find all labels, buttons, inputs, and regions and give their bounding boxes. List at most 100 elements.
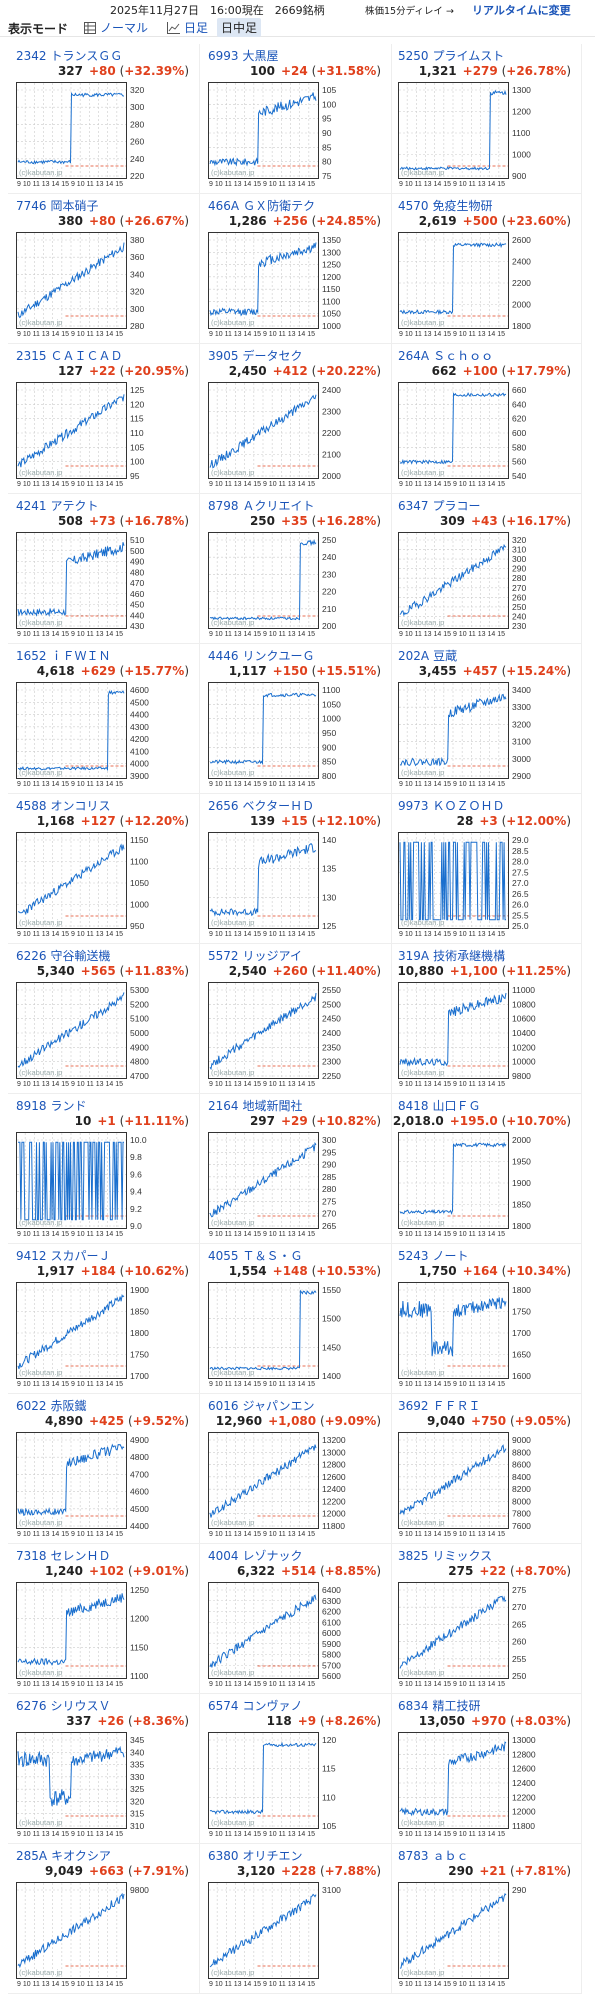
stock-card[interactable]: 9973 ＫＯＺＯＨＤ 28 +3 (+12.00%) 29.0 28.5 28.0 27.5… (390, 794, 582, 944)
intraday-chart[interactable]: 4900 4800 4700 4600 4500 4400 (c)kabutan.jp 9 1… (16, 1432, 168, 1538)
stock-card[interactable]: 202A 豆蔵 3,455 +457 (+15.24%) 3400 3300 3200 310… (390, 644, 582, 794)
stock-code-link[interactable]: 4446 リンクユーＧ (208, 647, 315, 664)
stock-card[interactable]: 6834 精工技研 13,050 +970 (+8.03%) 13000 12800 126… (390, 1694, 582, 1844)
stock-code-link[interactable]: 202A 豆蔵 (398, 647, 457, 664)
intraday-chart[interactable]: 29.028.528.027.527.026.526.025.525.0 (c)k… (398, 832, 550, 938)
intraday-chart[interactable]: 3400 3300 3200 3100 3000 2900 (c)kabutan.jp 9 1… (398, 682, 550, 788)
stock-code-link[interactable]: 4055 Ｔ＆Ｓ・Ｇ (208, 1247, 303, 1264)
intraday-chart[interactable]: 125 120 115 110 105 100 95 (c)kabutan.jp 9 10 11… (16, 382, 168, 488)
intraday-chart[interactable]: 275 270 265 260 255 250 (c)kabutan.jp 9 10 11 1… (398, 1582, 550, 1688)
stock-card[interactable]: 6276 シリウスＶ 337 +26 (+8.36%) 345 340 335 330 325 3… (8, 1694, 200, 1844)
stock-card[interactable]: 4570 免疫生物研 2,619 +500 (+23.60%) 2600 2400 2200… (390, 194, 582, 344)
stock-code-link[interactable]: 2342 トランスＧＧ (16, 47, 122, 64)
stock-code-link[interactable]: 4004 レゾナック (208, 1547, 303, 1564)
stock-card[interactable]: 8798 Ａクリエイト 250 +35 (+16.28%) 250 240 230 220 21… (200, 494, 392, 644)
intraday-chart[interactable]: 300 295 290 285 280 275 270 265 (c)kabutan.jp 9 1… (208, 1132, 360, 1238)
intraday-chart[interactable]: 290 (c)kabutan.jp 9 10 11 13 14 15 9 10 11… (398, 1882, 550, 1988)
stock-card[interactable]: 7746 岡本硝子 380 +80 (+26.67%) 380 360 340 320 300 2… (8, 194, 200, 344)
intraday-chart[interactable]: 3100 (c)kabutan.jp 9 10 11 13 14 15 9 10 1… (208, 1882, 360, 1988)
stock-code-link[interactable]: 5250 プライムスト (398, 47, 504, 64)
mode-intraday-button[interactable]: 日中足 (217, 18, 262, 37)
stock-code-link[interactable]: 466A ＧＸ防衛テク (208, 197, 315, 214)
stock-code-link[interactable]: 8918 ランド (16, 1097, 87, 1114)
stock-card[interactable]: 466A ＧＸ防衛テク 1,286 +256 (+24.85%) 1350 1300 125… (200, 194, 392, 344)
stock-code-link[interactable]: 9412 スカパーＪ (16, 1247, 111, 1264)
stock-code-link[interactable]: 8798 Ａクリエイト (208, 497, 315, 514)
stock-card[interactable]: 4241 アテクト 508 +73 (+16.78%) 510 500 490 480 470 4… (8, 494, 200, 644)
stock-code-link[interactable]: 1652 ｉＦＷＩＮ (16, 647, 111, 664)
stock-card[interactable]: 3905 データセク 2,450 +412 (+20.22%) 2400 2300 2200… (200, 344, 392, 494)
intraday-chart[interactable]: 2600 2400 2200 2000 1800 (c)kabutan.jp 9 10 11… (398, 232, 550, 338)
stock-code-link[interactable]: 2164 地域新聞社 (208, 1097, 303, 1114)
stock-code-link[interactable]: 3692 ＦＦＲＩ (398, 1397, 481, 1414)
intraday-chart[interactable]: 13200 13000 12800 12600 12400 12200 12000 11800… (208, 1432, 360, 1538)
mode-daily-button[interactable]: 日足 (167, 19, 208, 36)
stock-code-link[interactable]: 285A キオクシア (16, 1847, 111, 1864)
stock-code-link[interactable]: 3825 リミックス (398, 1547, 492, 1564)
realtime-link[interactable]: リアルタイムに変更 (472, 4, 571, 17)
stock-card[interactable]: 7318 セレンＨＤ 1,240 +102 (+9.01%) 1250 1200 1150 1… (8, 1544, 200, 1694)
stock-card[interactable]: 3825 リミックス 275 +22 (+8.70%) 275 270 265 260 255 2… (390, 1544, 582, 1694)
stock-code-link[interactable]: 4570 免疫生物研 (398, 197, 493, 214)
stock-card[interactable]: 6016 ジャパンエン 12,960 +1,080 (+9.09%) 13200 1300… (200, 1394, 392, 1544)
intraday-chart[interactable]: 1300 1200 1100 1000 900 (c)kabutan.jp 9 10 11 … (398, 82, 550, 188)
stock-code-link[interactable]: 2315 ＣＡＩＣＡＤ (16, 347, 123, 364)
intraday-chart[interactable]: 1350 1300 1250 1200 1150 1100 1050 1000 (c)kabut… (208, 232, 360, 338)
intraday-chart[interactable]: 120 115 110 105 (c)kabutan.jp 9 10 11 13 14 1… (208, 1732, 360, 1838)
intraday-chart[interactable]: 1800 1750 1700 1650 1600 (c)kabutan.jp 9 10 11… (398, 1282, 550, 1388)
intraday-chart[interactable]: 320 300 280 260 240 220 (c)kabutan.jp 9 10 11 1… (16, 82, 168, 188)
stock-code-link[interactable]: 6226 守谷輸送機 (16, 947, 111, 964)
stock-card[interactable]: 6993 大黒屋 100 +24 (+31.58%) 105 100 95 90 85 80 75(… (200, 44, 392, 194)
stock-card[interactable]: 3692 ＦＦＲＩ 9,040 +750 (+9.05%) 9000 8800 8600 84… (390, 1394, 582, 1544)
intraday-chart[interactable]: 13000 12800 12600 12400 12200 12000 11800 (c)ka… (398, 1732, 550, 1838)
intraday-chart[interactable]: 2400 2300 2200 2100 2000 (c)kabutan.jp 9 10 11… (208, 382, 360, 488)
stock-code-link[interactable]: 7318 セレンＨＤ (16, 1547, 111, 1564)
intraday-chart[interactable]: 660 640 620 600 580 560 540 (c)kabutan.jp 9 10 1… (398, 382, 550, 488)
stock-code-link[interactable]: 7746 岡本硝子 (16, 197, 99, 214)
intraday-chart[interactable]: 4600 4500 4400 4300 4200 4100 4000 3900 (c)kabut… (16, 682, 168, 788)
intraday-chart[interactable]: 11000 10800 10600 10400 10200 10000 9800 (c)kab… (398, 982, 550, 1088)
intraday-chart[interactable]: 1550 1500 1450 1400 (c)kabutan.jp 9 10 11 13 … (208, 1282, 360, 1388)
stock-card[interactable]: 5572 リッジアイ 2,540 +260 (+11.40%) 2550 2500 2450… (200, 944, 392, 1094)
intraday-chart[interactable]: 1900 1850 1800 1750 1700 (c)kabutan.jp 9 10 11… (16, 1282, 168, 1388)
stock-card[interactable]: 4055 Ｔ＆Ｓ・Ｇ 1,554 +148 (+10.53%) 1550 1500 1450… (200, 1244, 392, 1394)
stock-code-link[interactable]: 9973 ＫＯＺＯＨＤ (398, 797, 505, 814)
stock-card[interactable]: 2164 地域新聞社 297 +29 (+10.82%) 300 295 290 285 280… (200, 1094, 392, 1244)
stock-code-link[interactable]: 6834 精工技研 (398, 1697, 481, 1714)
stock-card[interactable]: 4588 オンコリス 1,168 +127 (+12.20%) 1150 1100 1050… (8, 794, 200, 944)
intraday-chart[interactable]: 9000 8800 8600 8400 8200 8000 7800 7600 (c)kabut… (398, 1432, 550, 1538)
intraday-chart[interactable]: 140 135 130 125 (c)kabutan.jp 9 10 11 13 14 1… (208, 832, 360, 938)
stock-code-link[interactable]: 6993 大黒屋 (208, 47, 279, 64)
intraday-chart[interactable]: 250 240 230 220 210 200 (c)kabutan.jp 9 10 11 1… (208, 532, 360, 638)
intraday-chart[interactable]: 380 360 340 320 300 280 (c)kabutan.jp 9 10 11 1… (16, 232, 168, 338)
stock-card[interactable]: 6226 守谷輸送機 5,340 +565 (+11.83%) 5300 5200 5100… (8, 944, 200, 1094)
stock-code-link[interactable]: 8783 ａｂｃ (398, 1847, 469, 1864)
stock-code-link[interactable]: 4588 オンコリス (16, 797, 111, 814)
stock-card[interactable]: 2656 ベクターＨＤ 139 +15 (+12.10%) 140 135 130 125 (c… (200, 794, 392, 944)
stock-card[interactable]: 4004 レゾナック 6,322 +514 (+8.85%) 6400 6300 6200 6… (200, 1544, 392, 1694)
stock-code-link[interactable]: 6347 プラコー (398, 497, 481, 514)
stock-code-link[interactable]: 264A Ｓｃｈｏｏ (398, 347, 493, 364)
stock-card[interactable]: 5243 ノート 1,750 +164 (+10.34%) 1800 1750 1700 16… (390, 1244, 582, 1394)
intraday-chart[interactable]: 2550 2500 2450 2400 2350 2300 2250 (c)kabutan.j… (208, 982, 360, 1088)
mode-normal-button[interactable]: ノーマル (84, 19, 148, 36)
intraday-chart[interactable]: 1100 1050 1000 950 900 850 800 (c)kabutan.jp 9 1… (208, 682, 360, 788)
stock-code-link[interactable]: 319A 技術承継機構 (398, 947, 505, 964)
stock-card[interactable]: 8418 山口ＦＧ 2,018.0 +195.0 (+10.70%) 2000 1950 1… (390, 1094, 582, 1244)
stock-card[interactable]: 8918 ランド 10 +1 (+11.11%) 10.0 9.8 9.6 9.4 9.2 9.0… (8, 1094, 200, 1244)
stock-card[interactable]: 2315 ＣＡＩＣＡＤ 127 +22 (+20.95%) 125 120 115 110 10… (8, 344, 200, 494)
stock-card[interactable]: 1652 ｉＦＷＩＮ 4,618 +629 (+15.77%) 4600 4500 4400… (8, 644, 200, 794)
stock-card[interactable]: 285A キオクシア 9,049 +663 (+7.91%) 9800 (c)kabuta… (8, 1844, 200, 1994)
stock-card[interactable]: 6347 プラコー 309 +43 (+16.17%) 320 310 300 290 280 2… (390, 494, 582, 644)
stock-card[interactable]: 6380 オリチエン 3,120 +228 (+7.88%) 3100 (c)kabuta… (200, 1844, 392, 1994)
intraday-chart[interactable]: 105 100 95 90 85 80 75 (c)kabutan.jp 9 10 11 13 … (208, 82, 360, 188)
stock-card[interactable]: 4446 リンクユーＧ 1,117 +150 (+15.51%) 1100 1050 100… (200, 644, 392, 794)
intraday-chart[interactable]: 2000 1950 1900 1850 1800 (c)kabutan.jp 9 10 11… (398, 1132, 550, 1238)
stock-code-link[interactable]: 5243 ノート (398, 1247, 469, 1264)
stock-card[interactable]: 9412 スカパーＪ 1,917 +184 (+10.62%) 1900 1850 1800… (8, 1244, 200, 1394)
intraday-chart[interactable]: 1150 1100 1050 1000 950 (c)kabutan.jp 9 10 11 … (16, 832, 168, 938)
intraday-chart[interactable]: 10.0 9.8 9.6 9.4 9.2 9.0 (c)kabutan.jp 9 10 11 … (16, 1132, 168, 1238)
stock-code-link[interactable]: 2656 ベクターＨＤ (208, 797, 314, 814)
